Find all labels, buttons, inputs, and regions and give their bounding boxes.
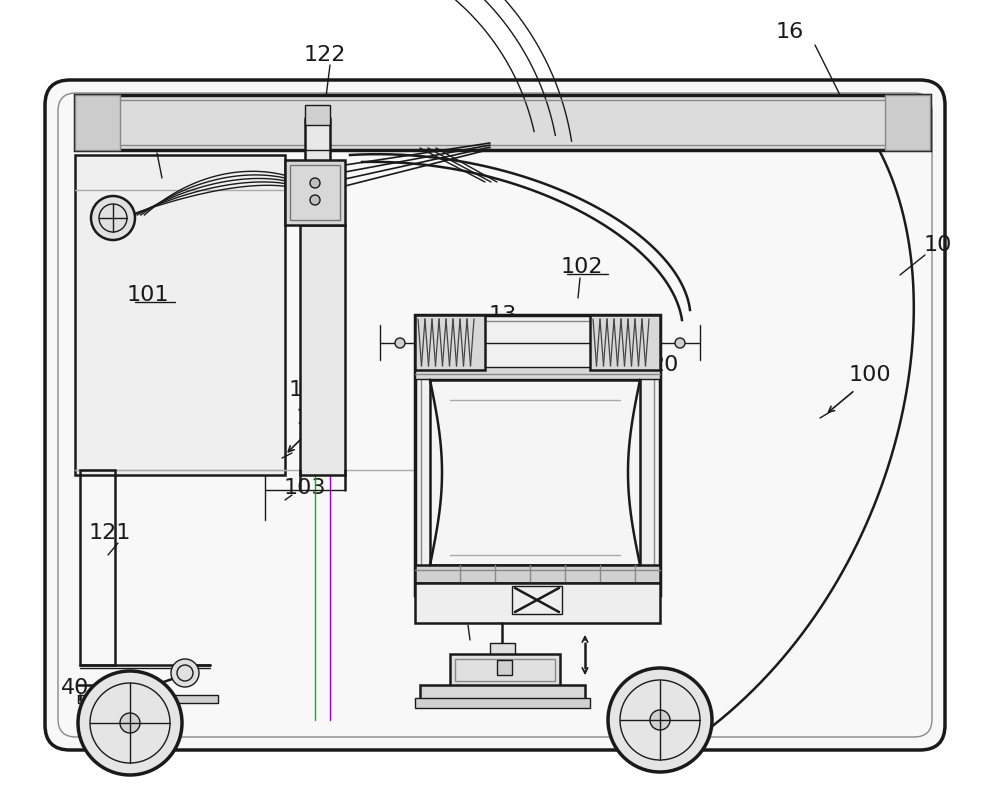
Bar	[80, 100, 925, 145]
Bar	[430, 380, 640, 565]
Text: 123: 123	[289, 380, 331, 400]
Bar	[415, 565, 660, 583]
FancyBboxPatch shape	[45, 80, 945, 750]
Bar	[415, 367, 660, 379]
Bar	[421, 321, 654, 589]
Circle shape	[171, 659, 199, 687]
Bar	[285, 160, 345, 225]
Bar	[75, 155, 285, 475]
Circle shape	[120, 713, 140, 733]
Bar	[512, 586, 562, 614]
Bar	[300, 225, 345, 475]
Text: 103: 103	[284, 478, 326, 498]
Bar	[305, 105, 330, 125]
Text: 16: 16	[776, 22, 804, 42]
Bar	[415, 315, 660, 595]
Bar	[497, 660, 512, 675]
Circle shape	[675, 338, 685, 348]
Bar	[415, 583, 660, 623]
Text: 101: 101	[127, 285, 169, 305]
Text: 30: 30	[444, 605, 472, 625]
Bar	[75, 95, 930, 150]
Circle shape	[78, 671, 182, 775]
Text: 11: 11	[136, 133, 164, 153]
Bar	[75, 95, 120, 150]
Text: 20: 20	[651, 355, 679, 375]
Circle shape	[91, 196, 135, 240]
Text: 10: 10	[924, 235, 952, 255]
Circle shape	[650, 710, 670, 730]
Text: 40: 40	[61, 678, 89, 698]
Bar	[415, 698, 590, 708]
Circle shape	[395, 338, 405, 348]
Text: 12: 12	[296, 408, 324, 428]
Text: 13: 13	[489, 305, 517, 325]
Bar	[420, 685, 585, 700]
Circle shape	[310, 178, 320, 188]
Circle shape	[310, 195, 320, 205]
Bar	[455, 659, 555, 681]
Bar	[78, 695, 218, 703]
Bar	[305, 120, 330, 165]
Text: 100: 100	[849, 365, 891, 385]
Bar	[290, 165, 340, 220]
Bar	[80, 470, 115, 665]
Circle shape	[608, 668, 712, 772]
Text: 102: 102	[561, 257, 603, 277]
Bar	[590, 315, 660, 370]
Bar	[490, 643, 515, 655]
Text: 121: 121	[89, 523, 131, 543]
Bar	[450, 654, 560, 686]
Text: 122: 122	[304, 45, 346, 65]
Bar	[415, 315, 485, 370]
Bar	[885, 95, 930, 150]
